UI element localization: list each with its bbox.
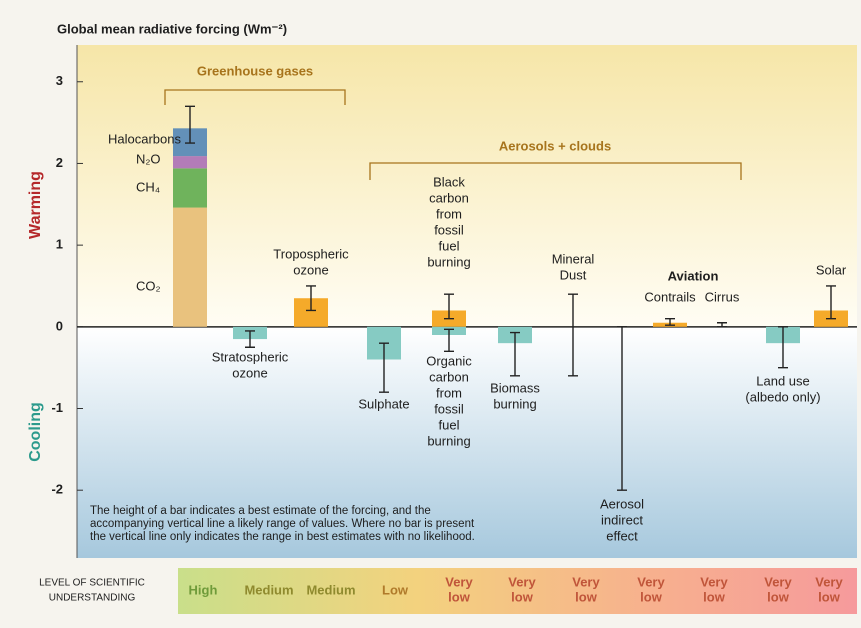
warming-label: Warming bbox=[27, 171, 44, 239]
bar-label: Cirrus bbox=[705, 289, 740, 304]
losu-level: low bbox=[511, 589, 534, 604]
legend-label: CO₂ bbox=[136, 279, 161, 294]
bar-label: Solar bbox=[816, 262, 847, 277]
losu-level: low bbox=[818, 589, 841, 604]
bar-label: carbon bbox=[429, 369, 469, 384]
losu-level: High bbox=[189, 582, 218, 597]
losu-level: low bbox=[767, 589, 790, 604]
bar-label: Black bbox=[433, 174, 465, 189]
losu-level: Medium bbox=[306, 582, 355, 597]
losu-level: low bbox=[640, 589, 663, 604]
losu-level: Medium bbox=[244, 582, 293, 597]
ghg-bracket bbox=[164, 89, 346, 105]
chart-title: Global mean radiative forcing (Wm⁻²) bbox=[57, 21, 287, 36]
bar-label: burning bbox=[427, 433, 470, 448]
error-bar bbox=[568, 293, 578, 377]
bar-label: (albedo only) bbox=[745, 389, 820, 404]
error-bar bbox=[245, 330, 255, 348]
bar-label: effect bbox=[606, 528, 638, 543]
losu-level: Very bbox=[815, 574, 843, 589]
bar-label: fuel bbox=[439, 417, 460, 432]
losu-band bbox=[178, 568, 857, 614]
bar-label: Contrails bbox=[644, 289, 696, 304]
bar-label: fossil bbox=[434, 222, 464, 237]
y-tick-label: -2 bbox=[51, 482, 63, 497]
error-bar bbox=[306, 285, 316, 312]
group-label: Aerosols + clouds bbox=[499, 138, 611, 153]
losu-level: low bbox=[575, 589, 598, 604]
legend-label: N₂O bbox=[136, 151, 161, 166]
bar-label: burning bbox=[493, 396, 536, 411]
bar-label: Aerosol bbox=[600, 496, 644, 511]
stack-segment bbox=[173, 207, 207, 327]
error-bar bbox=[379, 342, 389, 393]
legend-label: CH₄ bbox=[136, 179, 160, 194]
losu-level: low bbox=[448, 589, 471, 604]
y-tick-label: 0 bbox=[56, 318, 63, 333]
bar-label: ozone bbox=[232, 365, 267, 380]
bar-label: Sulphate bbox=[358, 396, 409, 411]
losu-level: Very bbox=[572, 574, 600, 589]
error-bar bbox=[717, 322, 727, 328]
group-label: Aviation bbox=[668, 268, 719, 283]
stack-segment bbox=[173, 156, 207, 169]
aerosol-bracket bbox=[369, 162, 742, 180]
bar-label: Land use bbox=[756, 373, 810, 388]
losu-level: Low bbox=[382, 582, 409, 597]
bar-label: fossil bbox=[434, 401, 464, 416]
losu-level: Very bbox=[508, 574, 536, 589]
legend-label: Halocarbons bbox=[108, 131, 181, 146]
losu-title: UNDERSTANDING bbox=[49, 593, 136, 604]
bar-label: carbon bbox=[429, 190, 469, 205]
group-label: Greenhouse gases bbox=[197, 63, 313, 78]
bar-label: fuel bbox=[439, 238, 460, 253]
error-bar bbox=[778, 326, 788, 369]
y-tick-label: -1 bbox=[51, 400, 63, 415]
bar-label: Organic bbox=[426, 353, 472, 368]
losu-level: Very bbox=[637, 574, 665, 589]
note: accompanying vertical line a likely rang… bbox=[90, 518, 475, 530]
note: the vertical line only indicates the ran… bbox=[90, 531, 475, 543]
losu-level: low bbox=[703, 589, 726, 604]
error-bar bbox=[826, 285, 836, 320]
bar-label: from bbox=[436, 206, 462, 221]
y-tick-label: 3 bbox=[56, 73, 63, 88]
losu-level: Very bbox=[764, 574, 792, 589]
bar-label: Biomass bbox=[490, 380, 540, 395]
bar-label: Mineral bbox=[552, 251, 595, 266]
losu-title: LEVEL OF SCIENTIFIC bbox=[39, 578, 145, 589]
bar-label: burning bbox=[427, 254, 470, 269]
error-bar bbox=[444, 293, 454, 320]
bar-label: Stratospheric bbox=[212, 349, 289, 364]
error-bar bbox=[185, 105, 195, 144]
y-tick-label: 2 bbox=[56, 155, 63, 170]
cooling-label: Cooling bbox=[27, 402, 44, 462]
error-bar bbox=[665, 317, 675, 326]
losu-level: Very bbox=[700, 574, 728, 589]
bar-label: Tropospheric bbox=[273, 246, 349, 261]
bar-label: ozone bbox=[293, 262, 328, 277]
bar-label: from bbox=[436, 385, 462, 400]
error-bar bbox=[510, 331, 520, 377]
losu-level: Very bbox=[445, 574, 473, 589]
error-bar bbox=[617, 326, 627, 491]
bar-label: indirect bbox=[601, 512, 643, 527]
bar-label: Dust bbox=[560, 267, 587, 282]
cooling-area bbox=[77, 326, 857, 558]
note: The height of a bar indicates a best est… bbox=[90, 505, 431, 517]
error-bar bbox=[444, 328, 454, 353]
y-tick-label: 1 bbox=[56, 237, 63, 252]
stack-segment bbox=[173, 168, 207, 208]
